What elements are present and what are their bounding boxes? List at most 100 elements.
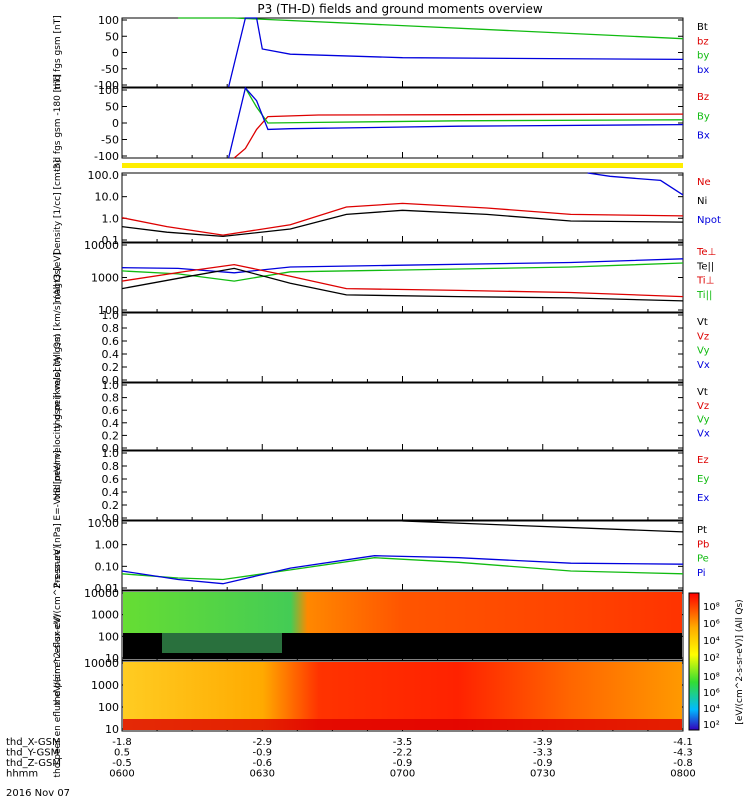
series-density-0 [121, 202, 684, 236]
xrow-0-4: -4.1 [673, 737, 693, 748]
legend-efield-1: Ey [697, 474, 709, 485]
ytick-label-pressure-1: 1.00 [95, 539, 120, 552]
legend-peir-velocity-2: Vy [697, 346, 710, 357]
ylabel-pressure: Pressure [nPa] [53, 523, 63, 588]
ytick-label-peir-eflux-2: 100 [98, 630, 119, 643]
ytick-label-peir-velocity-5: 0.0 [102, 374, 120, 387]
legend-density-1: Ni [697, 196, 707, 207]
series-pressure-2 [121, 555, 684, 585]
series-density-1 [121, 209, 684, 238]
xrow-2-4: -0.8 [673, 758, 693, 769]
legend-efield-0: Ez [697, 455, 709, 466]
legend-density-2: Npot [697, 215, 721, 226]
legend-temperature-3: Ti|| [696, 290, 712, 301]
ytick-label-peir-eflux-0: 10000 [84, 587, 119, 600]
xrow-2-2: -0.9 [393, 758, 413, 769]
ylabel-temperature: magt3 [eV] [53, 252, 63, 303]
xrow-1-0: 0.5 [114, 748, 130, 759]
legend-peir-velocity-1: Vz [697, 331, 709, 342]
colorbar-tick-top-1: 10⁶ [703, 619, 720, 630]
ytick-label-peer-velocity-1: 0.8 [102, 392, 120, 405]
xrow-2-1: -0.6 [252, 758, 272, 769]
series-fgs-gse-0 [233, 113, 684, 159]
colorbar-tick-top-3: 10² [703, 653, 720, 664]
legend-pressure-1: Pb [697, 539, 709, 550]
ytick-label-efield-3: 0.4 [102, 486, 120, 499]
colorbar-tick-top-2: 10⁴ [703, 636, 720, 647]
panel-frame-peir-velocity [121, 312, 684, 383]
series-fgs-gsm-0 [178, 17, 684, 40]
colorbar-tick-bottom-2: 10⁴ [703, 704, 720, 715]
colorbar-tick-bottom-3: 10² [703, 720, 720, 731]
x-axis-labels: thd_X-GSM -1.8 -2.9 -3.5 -3.9 -4.1 thd_Y-GSM 0.… [6, 737, 696, 780]
date-label: 2016 Nov 07 [6, 788, 70, 799]
ytick-label-efield-0: 1.0 [102, 447, 120, 460]
legend-pressure-0: Pt [697, 525, 707, 536]
ylabel-peir-eflux: thd peir en eflux eV/(cm^2-s-sr-eV) [53, 546, 63, 706]
ytick-label-density-2: 1.0 [102, 212, 120, 225]
xrow-name-0: thd_X-GSM [6, 737, 61, 748]
ytick-label-fgs-gsm-2: 0 [112, 47, 119, 60]
series-pressure-0 [402, 520, 684, 533]
series-pressure-1 [121, 557, 684, 581]
colorbar-tick-top-0: 10⁸ [703, 602, 720, 613]
ytick-label-efield-1: 0.8 [102, 460, 120, 473]
ytick-label-peir-eflux-1: 1000 [91, 609, 119, 622]
xrow-2-3: -0.9 [533, 758, 553, 769]
spectrogram-band-peer-eflux [123, 719, 682, 730]
series-fgs-gse-1 [244, 87, 684, 124]
spectrogram-patch-peir-eflux [162, 633, 282, 653]
panel-peir-eflux: 10000 1000 100 10 thd peir en eflux eV/(cm^2… [53, 546, 684, 706]
ytick-label-fgs-gse-4: -100 [94, 150, 119, 163]
legend-temperature-0: Te⊥ [696, 247, 716, 258]
ytick-label-fgs-gse-2: 0 [112, 117, 119, 130]
panel-temperature: 10000 1000 100 magt3 [eV] Te⊥ Te|| Ti⊥ Ti|| [53, 239, 716, 317]
ytick-label-peir-eflux-3: 10 [105, 652, 119, 665]
panel-fgs-gse: 100 50 0 -50 -100 thd fgs gsm -180 [nT] Bz By Bx [53, 74, 710, 172]
xrow-1-3: -3.3 [533, 748, 553, 759]
ytick-label-fgs-gsm-1: 50 [105, 30, 119, 43]
xrow-0-1: -2.9 [252, 737, 272, 748]
ytick-label-efield-5: 0.0 [102, 512, 120, 525]
ylabel-fgs-gse: thd fgs gsm -180 [nT] [53, 74, 63, 172]
xrow-name-3: hhmm [6, 769, 38, 780]
colorbar-tick-bottom-1: 10⁶ [703, 688, 720, 699]
colorbar-tick-bottom-0: 10⁸ [703, 672, 720, 683]
legend-fgs-gse-1: By [697, 111, 710, 122]
panel-efield: 1.00.80.60.40.20.0 E=-VxB [mV/m] Ez Ey Ex [53, 447, 709, 525]
ylabel-efield: E=-VxB [mV/m] [53, 450, 63, 520]
legend-peir-velocity-3: Vx [697, 360, 710, 371]
legend-fgs-gsm-3: bx [697, 65, 709, 76]
chart-title: P3 (TH-D) fields and ground moments over… [257, 2, 542, 16]
legend-peer-velocity-0: Vt [697, 387, 708, 398]
ytick-label-peer-velocity-0: 1.0 [102, 379, 120, 392]
ytick-label-peer-eflux-2: 100 [98, 701, 119, 714]
series-temperature-0 [121, 258, 684, 274]
legend-peer-velocity-3: Vx [697, 428, 710, 439]
ytick-label-pressure-3: 0.01 [95, 582, 120, 595]
legend-pressure-2: Pe [697, 554, 709, 565]
panel-density: 100.0 10.0 1.0 0.1 Density [1/cc] [cm-3] Ne Ni… [53, 160, 721, 255]
ytick-label-density-0: 100.0 [88, 169, 120, 182]
xrow-2-0: -0.5 [112, 758, 132, 769]
panel-frame-density [121, 172, 684, 243]
ytick-label-peer-eflux-3: 10 [105, 723, 119, 736]
legend-fgs-gsm-0: Bt [697, 22, 708, 33]
ytick-label-peer-velocity-3: 0.4 [102, 417, 120, 430]
ytick-label-fgs-gsm-4: -100 [94, 79, 119, 92]
ytick-label-peir-velocity-4: 0.2 [102, 361, 120, 374]
legend-peer-velocity-1: Vz [697, 401, 709, 412]
colorbar-label: [eV/(cm^2-s-sr-eV)] (All Qs) [735, 599, 745, 724]
ylabel-peir-velocity: thd peir velocity gsm [km/s] (All Qs) [53, 266, 63, 429]
series-density-2 [587, 172, 684, 196]
panel-frame-efield [121, 450, 684, 521]
legend-temperature-1: Te|| [696, 261, 714, 272]
ytick-label-peer-velocity-5: 0.0 [102, 442, 120, 455]
series-temperature-1 [121, 262, 684, 282]
ylabel-peer-eflux: thd peer en eflux eV/(cm^2-s-sr-eV) [53, 614, 63, 777]
legend-fgs-gsm-2: by [697, 51, 709, 62]
panel-frame-fgs-gsm [121, 17, 684, 88]
